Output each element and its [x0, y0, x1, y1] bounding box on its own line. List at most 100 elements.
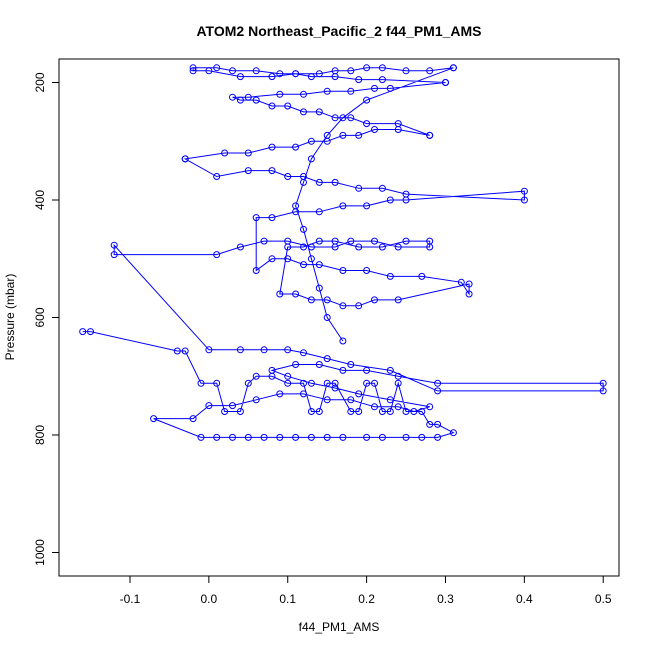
data-point — [189, 415, 197, 423]
data-point — [323, 296, 331, 304]
data-point — [323, 87, 331, 95]
data-point — [205, 346, 213, 354]
data-point — [292, 143, 300, 151]
data-point — [244, 149, 252, 157]
x-tick-label: 0.0 — [201, 592, 218, 606]
x-axis: -0.1 0.0 0.1 0.2 0.3 0.4 0.5 — [120, 575, 612, 606]
data-point — [363, 96, 371, 104]
data-point — [418, 433, 426, 441]
data-point — [189, 64, 197, 72]
data-point — [323, 131, 331, 139]
data-point — [331, 67, 339, 75]
data-point — [347, 67, 355, 75]
data-point — [315, 108, 323, 116]
data-point — [268, 73, 276, 81]
data-point — [363, 366, 371, 374]
data-point — [339, 267, 347, 274]
data-point — [599, 379, 607, 387]
data-point — [244, 167, 252, 175]
data-point — [363, 267, 371, 274]
data-point — [307, 379, 315, 387]
data-point — [339, 366, 347, 374]
data-point — [520, 187, 528, 195]
data-point — [300, 243, 307, 251]
data-point — [260, 433, 268, 441]
y-tick-label: 200 — [33, 72, 47, 92]
data-point — [449, 429, 457, 437]
data-point — [363, 379, 371, 387]
data-point — [197, 433, 205, 441]
chart-title: ATOM2 Northeast_Pacific_2 f44_PM1_AMS — [196, 23, 481, 39]
data-point — [236, 96, 244, 104]
data-point — [355, 184, 363, 192]
x-tick-label: 0.2 — [358, 592, 375, 606]
data-point — [292, 361, 300, 368]
data-point — [347, 361, 355, 368]
data-point — [426, 67, 434, 75]
data-point — [213, 64, 221, 72]
data-point — [599, 387, 607, 395]
data-point — [434, 433, 442, 441]
data-point — [465, 280, 473, 288]
data-point — [418, 408, 426, 415]
data-point — [371, 126, 378, 133]
data-point — [260, 237, 268, 245]
data-point — [355, 131, 363, 139]
data-point — [371, 84, 378, 92]
data-point — [284, 243, 292, 251]
data-point — [236, 408, 244, 415]
plot-marks — [79, 64, 607, 441]
data-point — [410, 408, 418, 415]
data-point — [244, 93, 252, 101]
data-point — [315, 408, 323, 415]
data-point — [276, 70, 284, 78]
data-point — [213, 433, 221, 441]
data-point — [150, 415, 158, 423]
data-point — [331, 114, 339, 122]
data-point — [213, 173, 221, 180]
data-point — [386, 272, 394, 280]
data-point — [331, 384, 339, 392]
data-point — [252, 67, 260, 75]
data-point — [339, 114, 347, 122]
data-point — [252, 214, 260, 222]
data-point — [386, 366, 394, 374]
data-point — [339, 337, 347, 345]
data-point — [347, 114, 355, 122]
data-point — [315, 70, 323, 78]
data-point — [213, 251, 221, 259]
x-tick-label: 0.3 — [437, 592, 454, 606]
data-point — [386, 196, 394, 204]
data-point — [323, 314, 331, 321]
data-point — [292, 290, 300, 298]
data-point — [197, 379, 205, 387]
data-point — [363, 433, 371, 441]
data-point — [323, 379, 331, 387]
data-point — [402, 67, 410, 75]
data-point — [394, 379, 402, 387]
data-point — [284, 255, 292, 263]
data-point — [307, 73, 315, 81]
data-point — [276, 290, 284, 298]
data-point — [355, 390, 363, 398]
data-point — [386, 408, 394, 415]
data-point — [252, 267, 260, 274]
data-point — [371, 237, 378, 245]
data-point — [244, 433, 252, 441]
data-point — [181, 155, 189, 163]
data-point — [268, 143, 276, 151]
data-point — [221, 408, 229, 415]
data-point — [236, 73, 244, 81]
data-point — [315, 178, 323, 186]
data-point — [268, 167, 276, 175]
data-point — [292, 433, 300, 441]
data-point — [315, 261, 323, 269]
data-point — [363, 64, 371, 72]
data-point — [307, 255, 315, 263]
data-point — [323, 355, 331, 363]
data-point — [87, 328, 94, 336]
series-line — [82, 67, 604, 438]
data-point — [339, 302, 347, 310]
data-point — [300, 349, 307, 357]
data-point — [520, 196, 528, 204]
